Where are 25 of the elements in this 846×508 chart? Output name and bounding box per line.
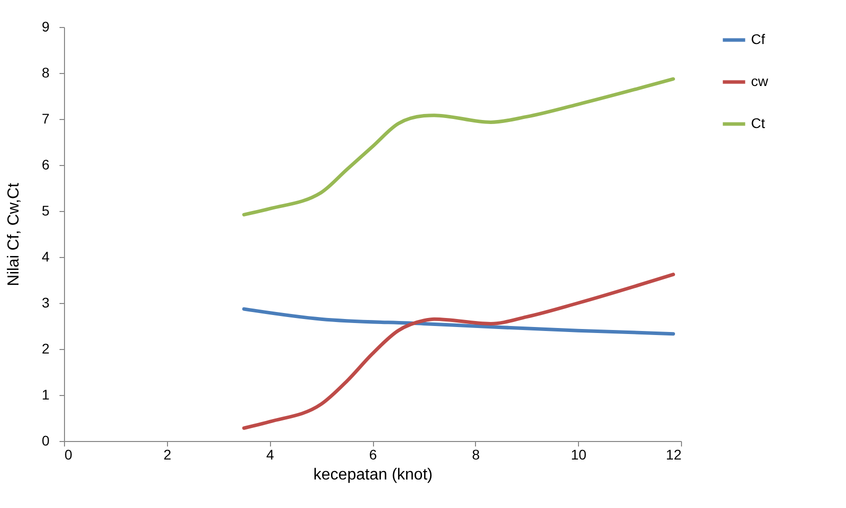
line-series [242, 307, 676, 336]
x-tick-label: 8 [472, 446, 480, 462]
y-tick-label: 1 [42, 386, 50, 402]
y-tick-label: 4 [42, 248, 50, 264]
y-tick-label: 0 [42, 432, 50, 448]
y-tick-label: 2 [42, 340, 50, 356]
y-tick-label: 3 [42, 294, 50, 310]
legend-label: Cf [751, 31, 766, 47]
y-tick-label: 6 [42, 156, 50, 172]
y-tick-label: 9 [42, 18, 50, 34]
x-tick-label: 10 [570, 446, 587, 462]
y-axis-title: Nilai Cf, Cw,Ct [6, 182, 23, 286]
y-tick-label: 8 [42, 64, 50, 80]
y-tick-label: 7 [42, 110, 50, 126]
line-series [242, 272, 676, 430]
x-tick-label: 12 [666, 446, 682, 462]
y-tick-label: 5 [42, 202, 50, 218]
x-tick-label: 2 [163, 446, 172, 462]
line-series [242, 77, 676, 216]
legend-label: cw [751, 73, 769, 89]
legend-label: Ct [751, 115, 766, 131]
x-tick-label: 6 [369, 446, 378, 462]
x-axis-title: kecepatan (knot) [313, 466, 433, 484]
x-tick-label: 0 [64, 446, 72, 462]
x-tick-label: 4 [266, 446, 274, 462]
